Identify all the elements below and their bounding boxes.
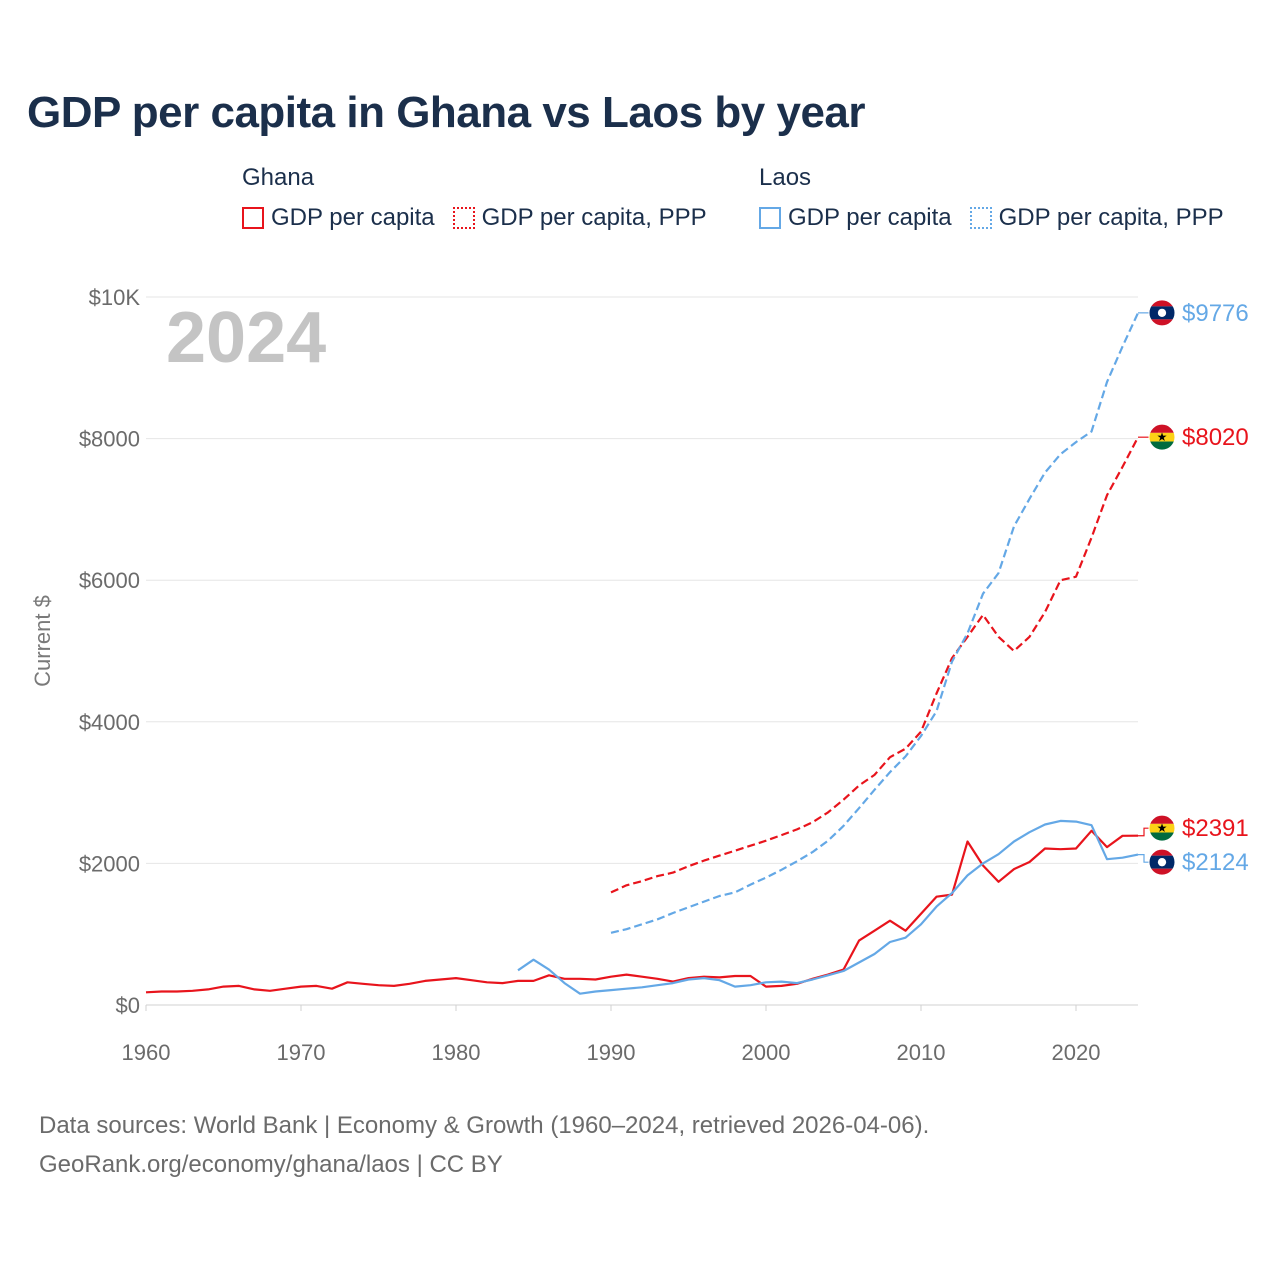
series-line[interactable]	[610, 436, 1139, 894]
end-value-label: $2391	[1182, 815, 1249, 842]
series-line[interactable]	[145, 829, 1139, 994]
end-value-label: $9776	[1182, 300, 1249, 327]
x-tick-label: 2020	[1052, 1040, 1101, 1065]
gridlines	[146, 296, 1138, 1006]
end-connector	[1138, 827, 1149, 837]
y-tick-label: $6000	[79, 568, 140, 593]
legend-swatch-dotted-icon	[969, 207, 992, 229]
footer-link[interactable]: GeoRank.org/economy/ghana/laos | CC BY	[39, 1151, 503, 1178]
laos-flag-icon	[1148, 299, 1176, 327]
legend-group-title: Laos	[759, 164, 812, 191]
x-tick-label: 1980	[432, 1040, 481, 1065]
legend-group-title: Ghana	[242, 164, 315, 191]
legend-item-ghana-gdp-ppp[interactable]: GDP per capita, PPP	[452, 204, 707, 232]
end-value-label: $8020	[1182, 424, 1249, 451]
x-tick-label: 2000	[742, 1040, 791, 1065]
y-axis-label: Current $	[30, 595, 55, 687]
y-tick-label: $8000	[79, 427, 140, 452]
x-tick-label: 1960	[122, 1040, 171, 1065]
year-watermark: 2024	[166, 298, 326, 378]
legend-label: GDP per capita, PPP	[481, 204, 707, 231]
series-line[interactable]	[517, 819, 1139, 995]
y-tick-label: $2000	[79, 851, 140, 876]
legend-item-laos-gdp[interactable]: GDP per capita	[759, 204, 952, 232]
x-tick-label: 1990	[587, 1040, 636, 1065]
y-axis: $0 $2000 $4000 $6000 $8000 $10K	[79, 285, 141, 1018]
x-tick-label: 1970	[277, 1040, 326, 1065]
legend-group-ghana: Ghana GDP per capita GDP per capita, PPP	[242, 162, 725, 232]
footer-sources: Data sources: World Bank | Economy & Gro…	[39, 1112, 930, 1139]
series-lines	[145, 312, 1139, 995]
legend-group-laos: Laos GDP per capita GDP per capita, PPP	[759, 162, 1242, 232]
x-axis: 1960 1970 1980 1990 2000 2010 2020	[122, 1005, 1101, 1065]
y-tick-label: $4000	[79, 710, 140, 735]
legend-swatch-solid-icon	[242, 207, 264, 229]
legend-swatch-solid-icon	[759, 207, 781, 229]
svg-text:★: ★	[1157, 821, 1168, 835]
legend-label: GDP per capita	[271, 204, 435, 231]
chart-title: GDP per capita in Ghana vs Laos by year	[27, 88, 866, 137]
legend-swatch-dotted-icon	[452, 207, 475, 229]
series-line[interactable]	[610, 312, 1139, 934]
legend-label: GDP per capita	[788, 204, 952, 231]
end-labels: ★ $2391 ★ $8020 $2124 $9776	[1138, 299, 1249, 876]
end-connector	[1138, 854, 1149, 863]
end-value-label: $2124	[1182, 849, 1249, 876]
ghana-flag-icon: ★	[1148, 814, 1176, 842]
laos-flag-icon	[1148, 848, 1176, 876]
svg-text:★: ★	[1157, 430, 1168, 444]
legend-item-laos-gdp-ppp[interactable]: GDP per capita, PPP	[969, 204, 1224, 232]
legend-label: GDP per capita, PPP	[998, 204, 1224, 231]
y-tick-label: $0	[116, 993, 140, 1018]
footer: Data sources: World Bank | Economy & Gro…	[39, 1106, 929, 1184]
legend-item-ghana-gdp[interactable]: GDP per capita	[242, 204, 435, 232]
x-tick-label: 2010	[897, 1040, 946, 1065]
ghana-flag-icon: ★	[1148, 423, 1176, 451]
y-tick-label: $10K	[89, 285, 141, 310]
